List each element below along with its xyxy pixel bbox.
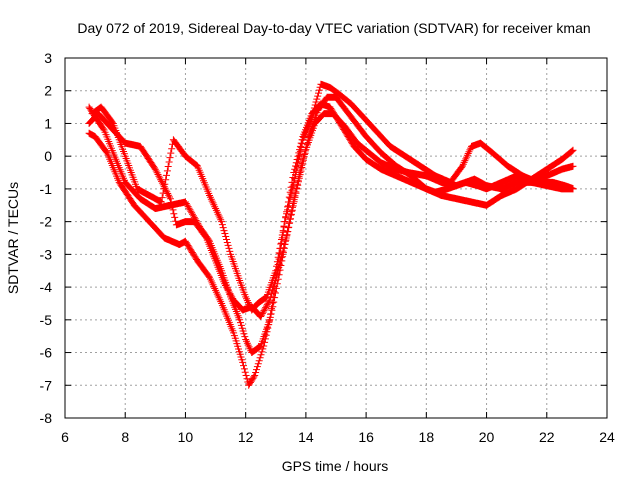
- y-tick-label: -5: [40, 312, 53, 328]
- series-track-3: [85, 110, 577, 320]
- y-tick-label: 3: [44, 50, 52, 66]
- x-tick-label: 20: [479, 429, 495, 445]
- chart-title: Day 072 of 2019, Sidereal Day-to-day VTE…: [77, 20, 590, 36]
- data-point-markers: [85, 110, 577, 320]
- data-point-markers: [85, 100, 577, 356]
- y-tick-label: -3: [40, 246, 53, 262]
- x-tick-label: 6: [61, 429, 69, 445]
- y-tick-label: -2: [40, 214, 53, 230]
- x-tick-label: 8: [121, 429, 129, 445]
- y-tick-label: -8: [40, 410, 53, 426]
- x-tick-label: 14: [298, 429, 314, 445]
- x-tick-label: 24: [599, 429, 615, 445]
- y-tick-label: 1: [44, 115, 52, 131]
- x-tick-label: 12: [238, 429, 254, 445]
- series-track-4: [88, 80, 577, 314]
- y-tick-label: -1: [40, 181, 53, 197]
- series-track-1: [85, 100, 577, 356]
- data-point-markers: [85, 93, 577, 389]
- series-track-2: [85, 93, 577, 389]
- x-axis-label: GPS time / hours: [282, 458, 389, 474]
- plot-frame: [64, 57, 608, 419]
- data-point-markers: [88, 80, 577, 314]
- x-tick-label: 22: [539, 429, 555, 445]
- x-tick-label: 18: [419, 429, 435, 445]
- y-tick-label: -6: [40, 345, 53, 361]
- y-tick-label: -7: [40, 377, 53, 393]
- x-tick-label: 16: [358, 429, 374, 445]
- y-tick-label: 0: [44, 148, 52, 164]
- y-tick-label: 2: [44, 83, 52, 99]
- x-tick-label: 10: [178, 429, 194, 445]
- y-tick-label: -4: [40, 279, 53, 295]
- y-axis-label: SDTVAR / TECUs: [5, 182, 21, 294]
- data-points: [85, 80, 577, 389]
- grid-lines: [65, 58, 607, 418]
